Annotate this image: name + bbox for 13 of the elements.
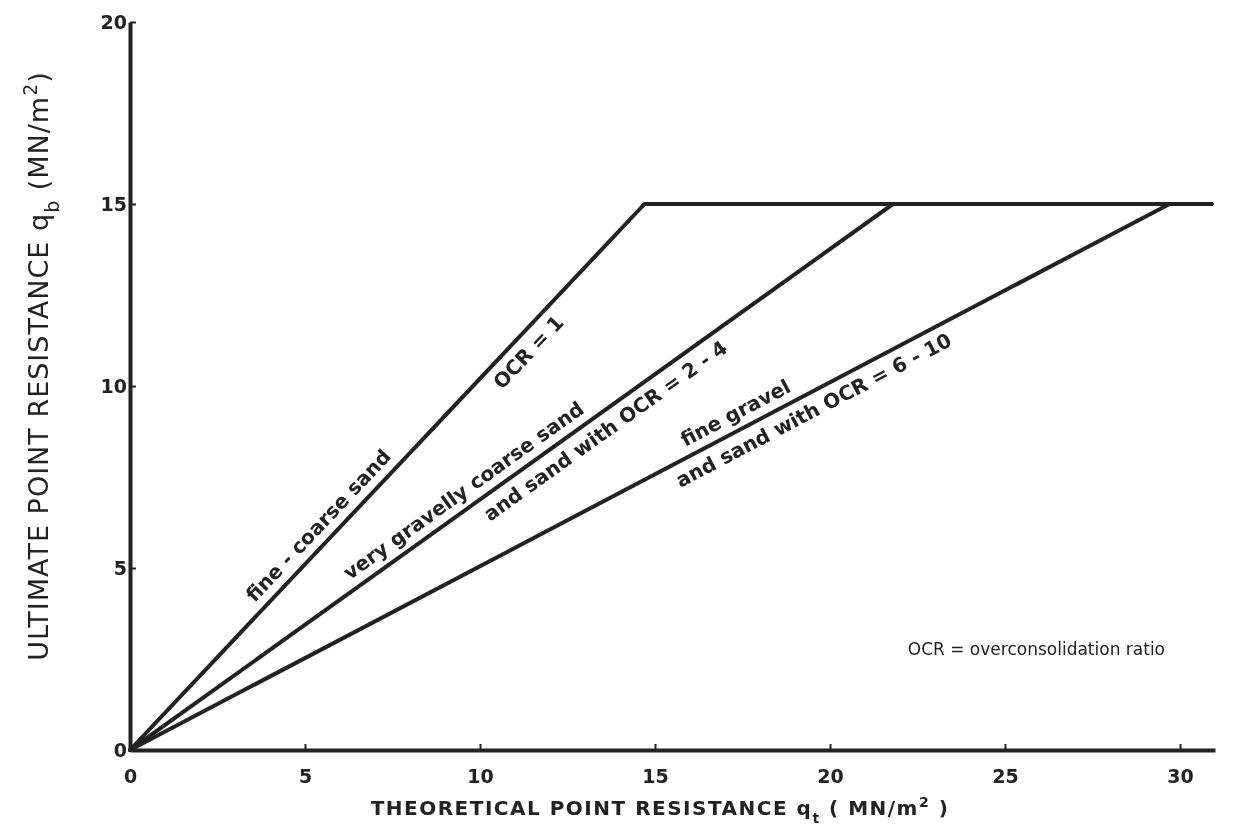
y-tick-label: 0	[113, 738, 127, 761]
y-tick-label: 15	[100, 192, 127, 215]
x-axis-title: THEORETICAL POINT RESISTANCE q$_{t}$ ( MN/m$^{2}$ )	[370, 794, 950, 826]
x-tick-label: 5	[298, 765, 313, 788]
x-tick-label: 10	[467, 765, 494, 788]
x-tick-label: 20	[817, 765, 844, 788]
y-tick-label: 10	[100, 374, 127, 397]
y-tick-label: 5	[113, 556, 127, 579]
y-tick-label: 20	[100, 10, 127, 33]
annotation: OCR = overconsolidation ratio	[907, 639, 1165, 659]
x-tick-label: 15	[642, 765, 669, 788]
x-tick-label: 30	[1167, 765, 1194, 788]
x-tick-label: 25	[992, 765, 1019, 788]
